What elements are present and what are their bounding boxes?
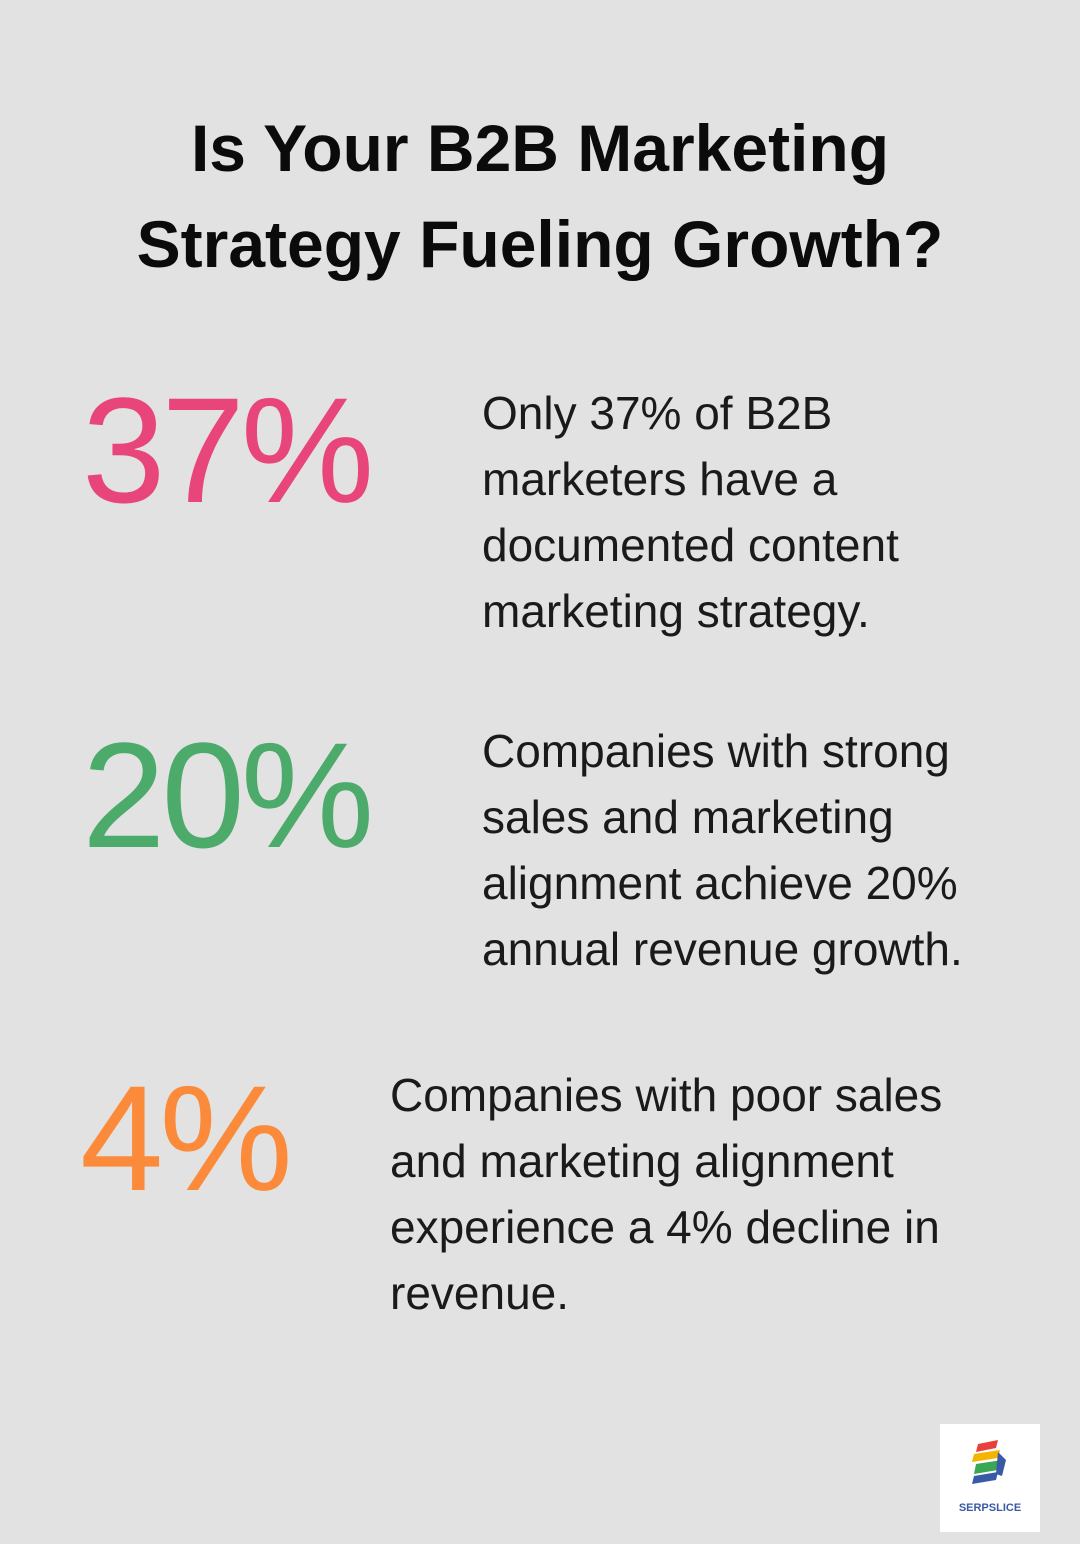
stat-description: Companies with strong sales and marketing… (482, 718, 963, 982)
logo-icon (972, 1440, 1006, 1484)
description-line: marketing strategy. (482, 585, 870, 637)
description-line: annual revenue growth. (482, 923, 963, 975)
stat-figure: 37% (82, 366, 374, 534)
logo-text: SERPSLICE (958, 1502, 1022, 1514)
description-line: marketers have a (482, 453, 838, 505)
description-line: sales and marketing (482, 791, 894, 843)
title-line: Is Your B2B Marketing (190, 111, 890, 185)
stat-figure: 4% (80, 1054, 293, 1222)
description-line: experience a 4% decline in (390, 1201, 940, 1253)
description-line: Companies with strong (482, 725, 950, 777)
title: Is Your B2B Marketing Strategy Fueling Gr… (0, 100, 1080, 292)
description-line: alignment achieve 20% (482, 857, 958, 909)
stat-description: Only 37% of B2B marketers have a documente… (482, 380, 899, 644)
title-line: Strategy Fueling Growth? (136, 207, 944, 281)
stat-figure: 20% (82, 711, 374, 879)
description-line: documented content (482, 519, 899, 571)
stat-description: Companies with poor sales and marketing a… (390, 1062, 942, 1326)
description-line: Companies with poor sales (390, 1069, 943, 1121)
description-line: revenue. (390, 1267, 570, 1319)
description-line: and marketing alignment (390, 1135, 894, 1187)
description-line: Only 37% of B2B (482, 387, 833, 439)
logo: SERPSLICE (940, 1424, 1040, 1532)
